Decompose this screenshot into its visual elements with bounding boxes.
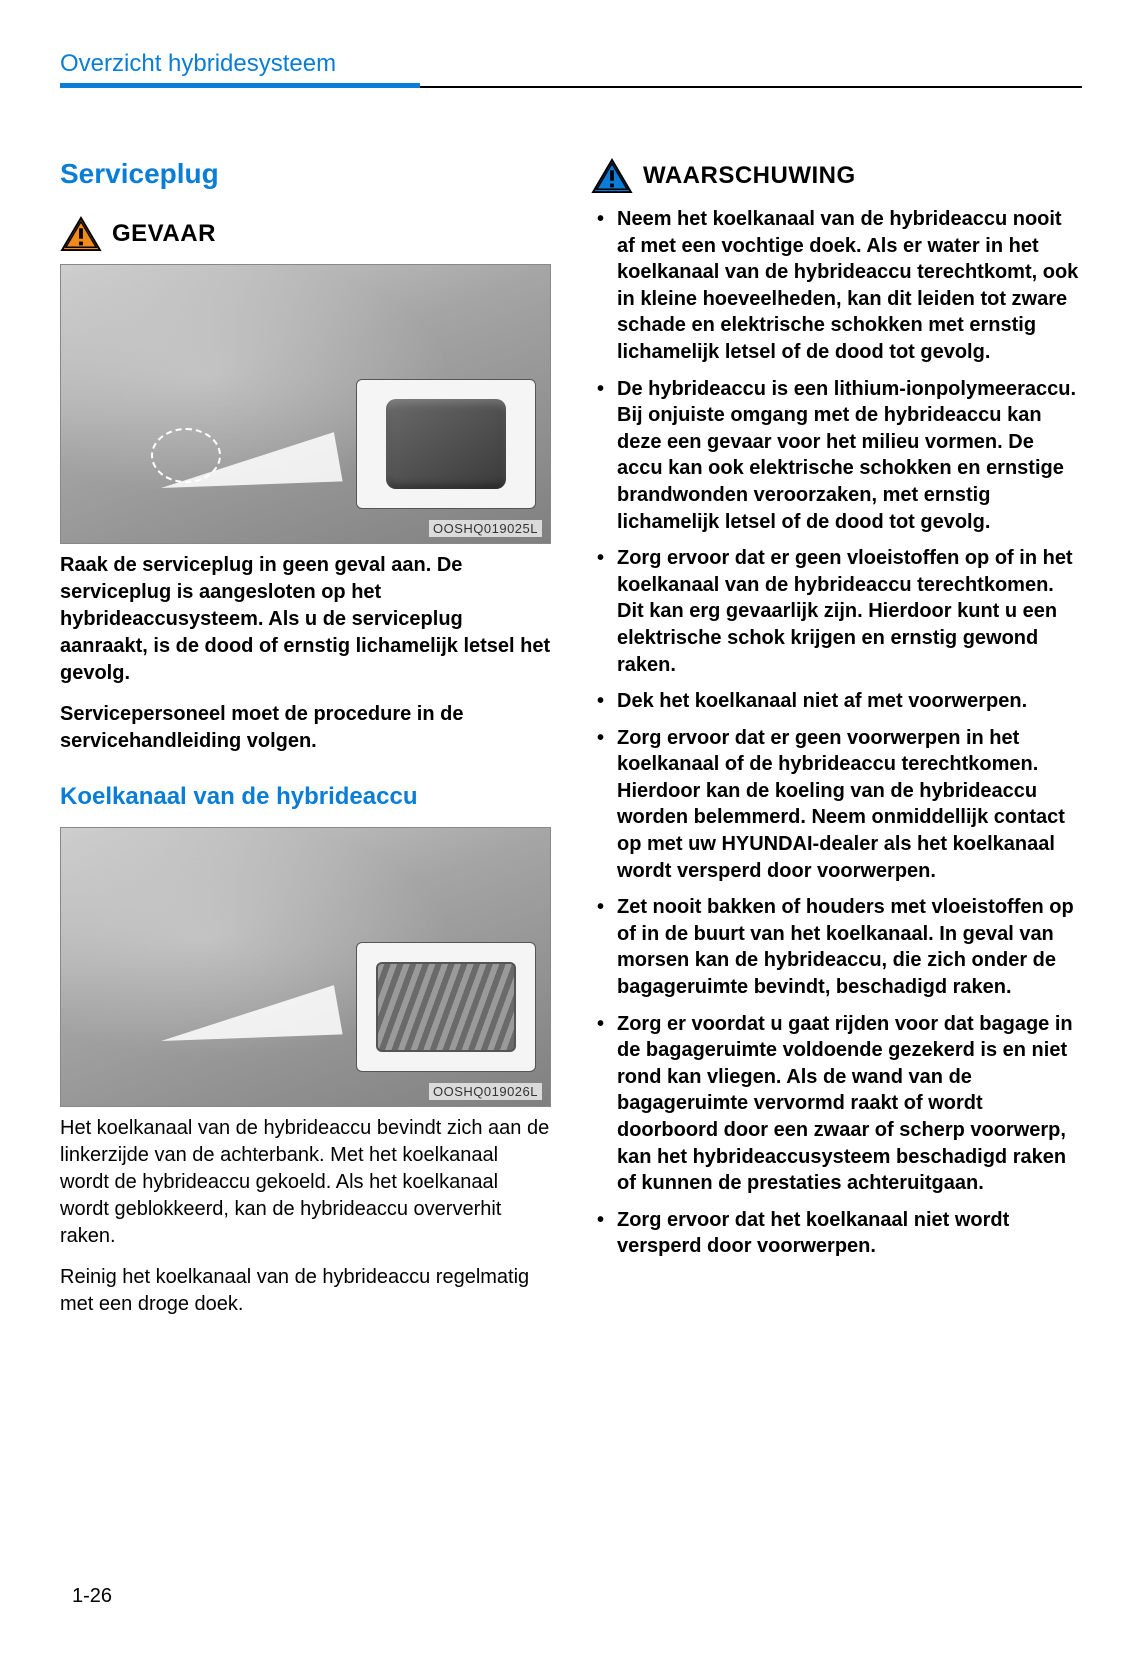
figure-cooling: OOSHQ019026L: [60, 827, 551, 1107]
header-underline: [60, 83, 420, 88]
danger-paragraph-2: Servicepersoneel moet de procedure in de…: [60, 701, 551, 755]
header-title: Overzicht hybridesysteem: [60, 50, 336, 77]
warning-item: Zorg ervoor dat er geen voorwerpen in he…: [591, 725, 1082, 885]
danger-paragraph-1: Raak de serviceplug in geen geval aan. D…: [60, 552, 551, 687]
warning-triangle-icon: [591, 158, 633, 194]
figure-serviceplug: OOSHQ019025L: [60, 264, 551, 544]
warning-label: WAARSCHUWING: [643, 162, 856, 190]
danger-label: GEVAAR: [112, 220, 216, 248]
danger-triangle-icon: [60, 216, 102, 252]
figure-callout-box-2: [356, 942, 536, 1072]
figure-code-2: OOSHQ019026L: [429, 1083, 542, 1100]
warning-item: Zorg ervoor dat het koelkanaal niet word…: [591, 1207, 1082, 1260]
danger-header: GEVAAR: [60, 216, 551, 252]
warning-item: Dek het koelkanaal niet af met voorwerpe…: [591, 688, 1082, 715]
warning-header: WAARSCHUWING: [591, 158, 1082, 194]
cooling-paragraph-1: Het koelkanaal van de hybrideaccu bevind…: [60, 1115, 551, 1250]
serviceplug-part-icon: [386, 399, 506, 489]
figure-callout-box: [356, 379, 536, 509]
warning-item: Zorg er voordat u gaat rijden voor dat b…: [591, 1011, 1082, 1197]
section-title-serviceplug: Serviceplug: [60, 158, 551, 190]
warning-item: Zorg ervoor dat er geen vloeistoffen op …: [591, 545, 1082, 678]
warning-item: De hybrideaccu is een lithium-ionpolymee…: [591, 376, 1082, 536]
cooling-paragraph-2: Reinig het koelkanaal van de hybrideaccu…: [60, 1264, 551, 1318]
warning-list: Neem het koelkanaal van de hybrideaccu n…: [591, 206, 1082, 1260]
left-column: Serviceplug GEVAAR OOSHQ019025L Raak de …: [60, 158, 551, 1332]
cooling-vent-icon: [376, 962, 516, 1052]
right-column: WAARSCHUWING Neem het koelkanaal van de …: [591, 158, 1082, 1332]
content-columns: Serviceplug GEVAAR OOSHQ019025L Raak de …: [60, 158, 1082, 1332]
warning-item: Neem het koelkanaal van de hybrideaccu n…: [591, 206, 1082, 366]
figure-code-1: OOSHQ019025L: [429, 520, 542, 537]
page-number: 1-26: [72, 1585, 112, 1608]
warning-item: Zet nooit bakken of houders met vloeisto…: [591, 894, 1082, 1000]
subsection-title-cooling: Koelkanaal van de hybrideaccu: [60, 783, 551, 811]
page-header: Overzicht hybridesysteem: [60, 50, 1082, 88]
